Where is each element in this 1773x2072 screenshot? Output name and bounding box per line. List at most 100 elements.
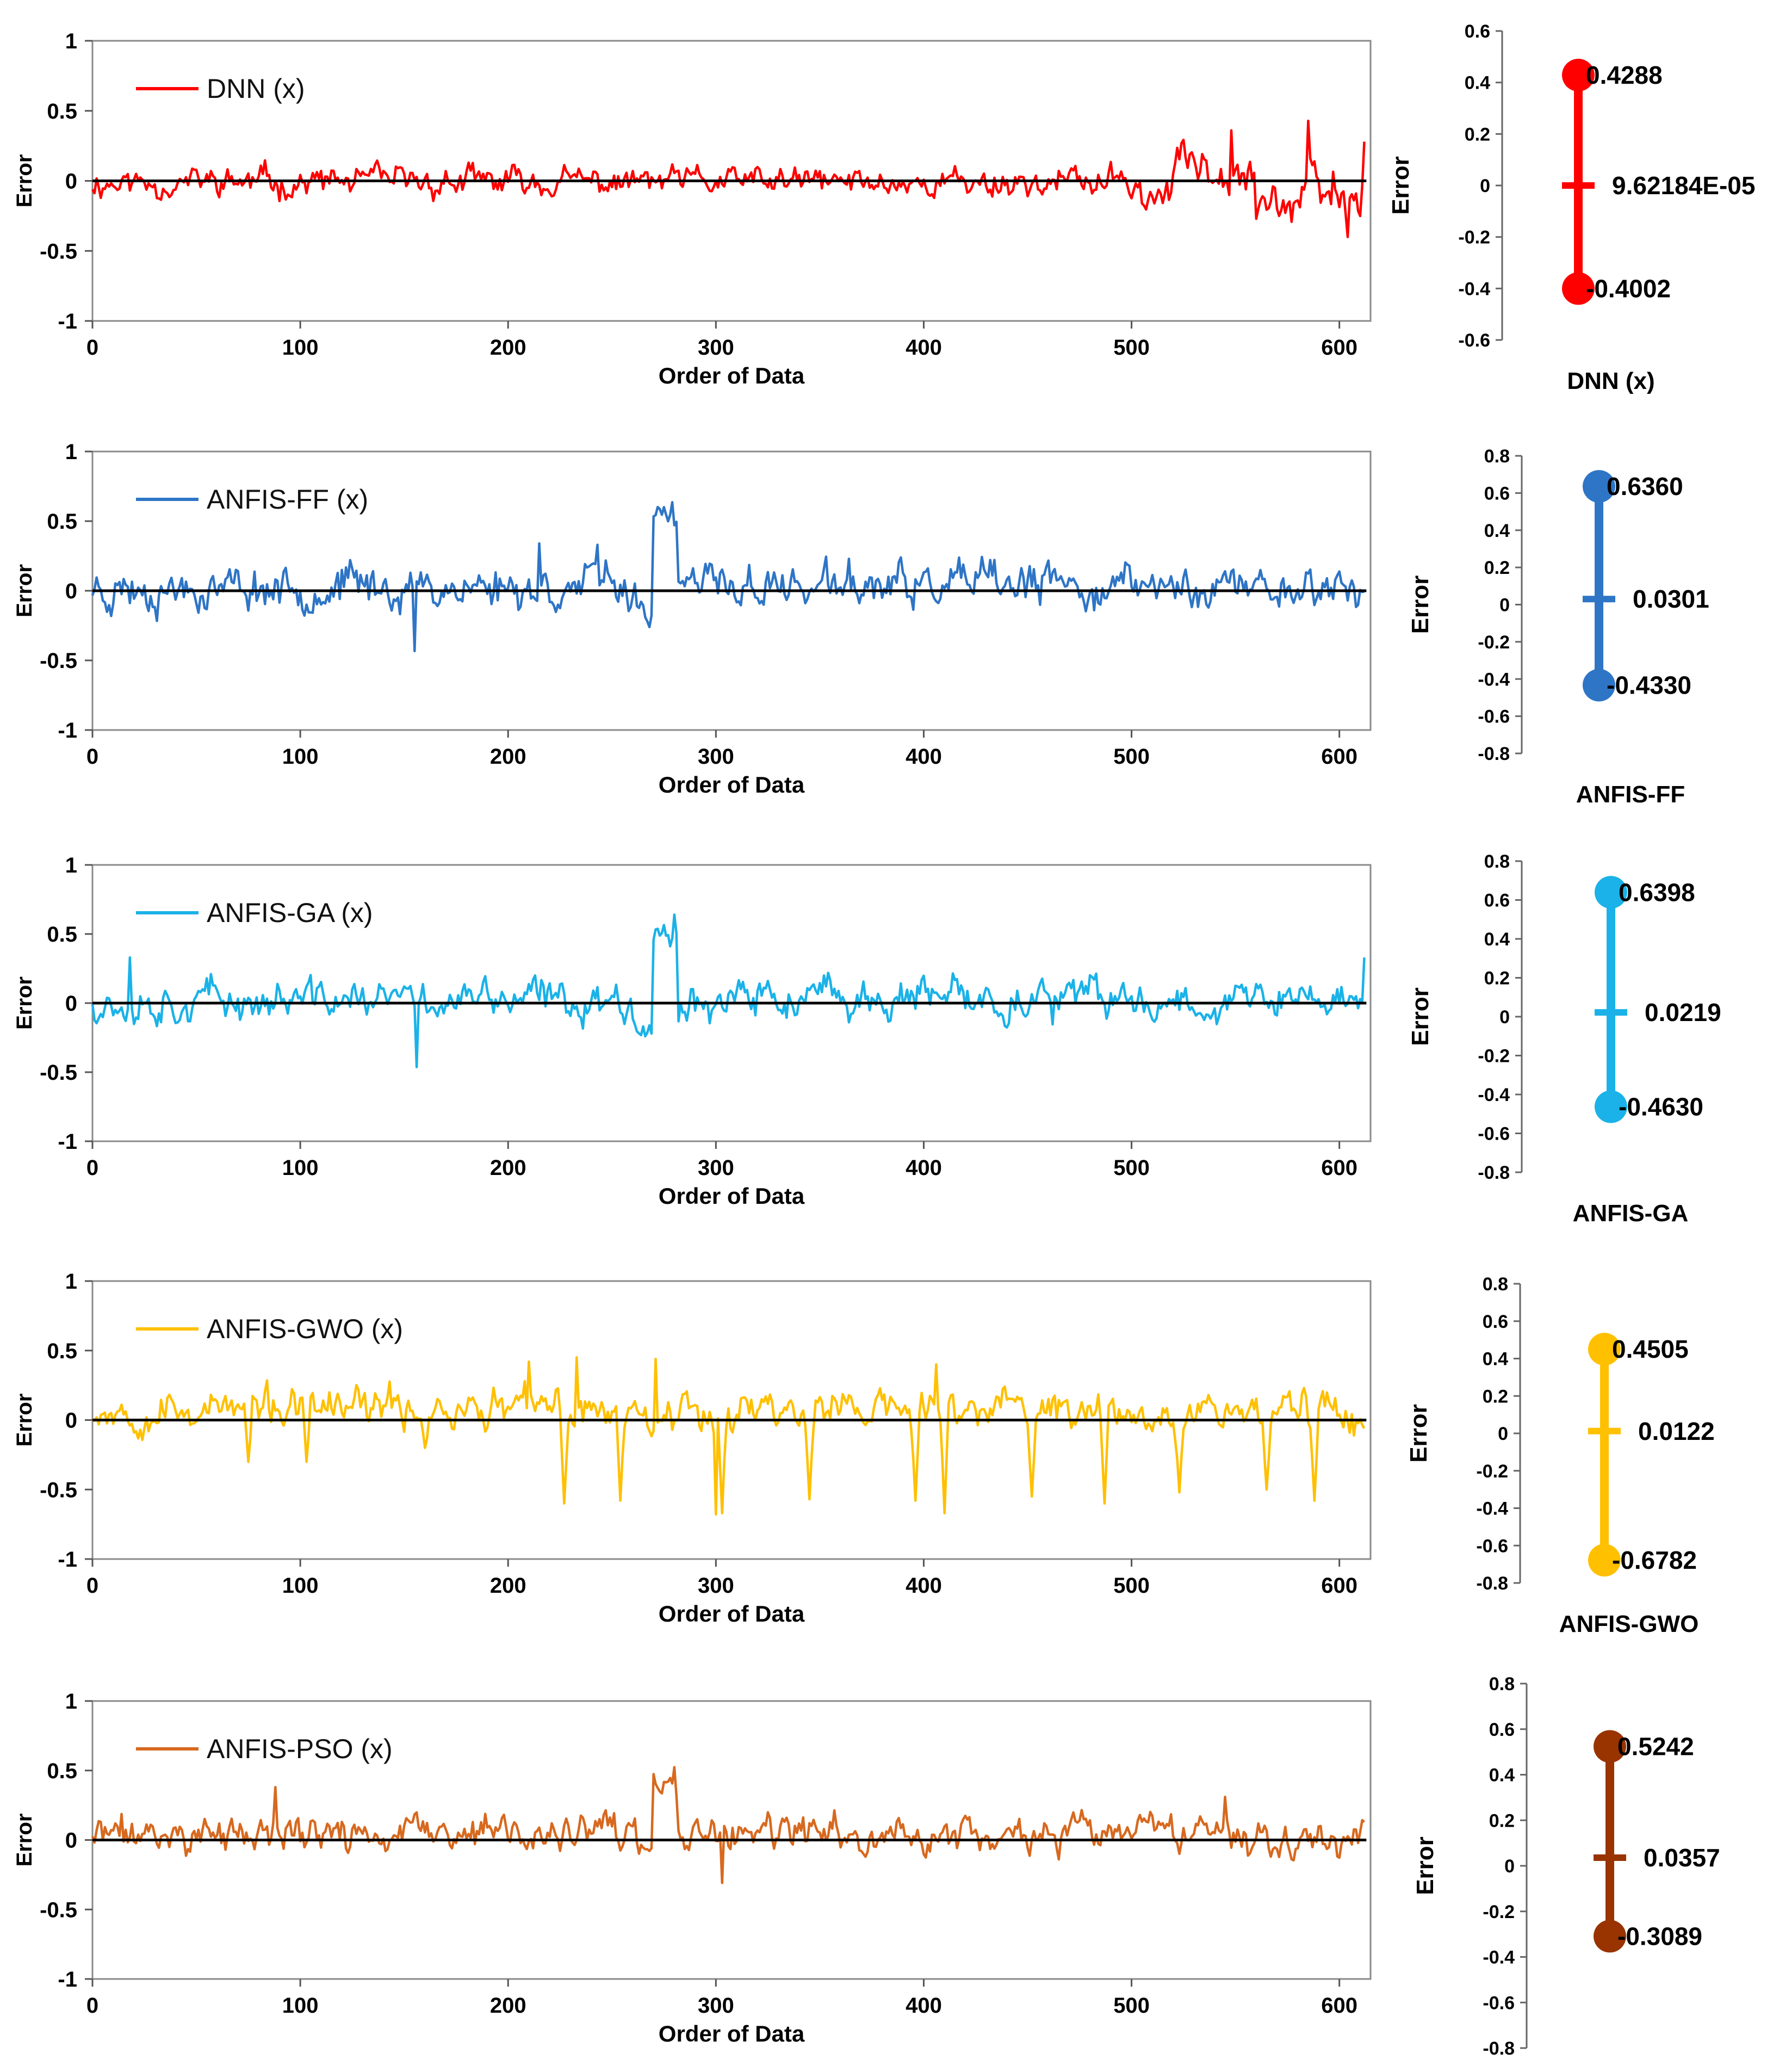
y-axis-title: Error bbox=[13, 1394, 36, 1447]
x-tick-label: 100 bbox=[282, 1574, 319, 1598]
summary-y-tick-label: -0.4 bbox=[1478, 1085, 1510, 1105]
series-line-anfis-gwo bbox=[91, 1356, 1366, 1516]
x-tick-label: 300 bbox=[698, 745, 734, 769]
max-label: 0.4505 bbox=[1612, 1335, 1689, 1363]
mean-label: 9.62184E-05 bbox=[1612, 171, 1755, 200]
summary-y-axis-title: Error bbox=[1407, 987, 1434, 1046]
summary-y-tick-label: 0.8 bbox=[1483, 1274, 1508, 1295]
max-marker bbox=[1562, 59, 1595, 92]
min-label: -0.4002 bbox=[1586, 274, 1671, 302]
summary-y-axis-title: Error bbox=[1405, 1404, 1432, 1463]
legend-label: ANFIS-FF (x) bbox=[207, 484, 368, 515]
summary-x-label: DNN (x) bbox=[1567, 368, 1654, 394]
chart-panel-anfis-ga: 1 0.5 0 -0.5 -1 0 100 200 300 400 500 600 Order of D… bbox=[13, 853, 1372, 1209]
max-marker bbox=[1583, 470, 1615, 503]
y-tick-label: 0.5 bbox=[47, 100, 77, 123]
x-tick-label: 200 bbox=[490, 336, 526, 360]
x-tick-label: 400 bbox=[906, 336, 942, 360]
x-tick-label: 600 bbox=[1321, 745, 1357, 769]
summary-y-axis-title: Error bbox=[1407, 576, 1434, 634]
y-tick-label: -0.5 bbox=[40, 649, 77, 673]
y-tick-label: 0 bbox=[65, 170, 77, 194]
x-axis-title: Order of Data bbox=[659, 2021, 805, 2046]
x-tick-label: 600 bbox=[1321, 1574, 1357, 1598]
legend-label: ANFIS-PSO (x) bbox=[207, 1734, 393, 1764]
summary-y-tick-label: 0.6 bbox=[1484, 483, 1510, 504]
x-tick-label: 100 bbox=[282, 745, 319, 769]
series-line-anfis-ff bbox=[91, 500, 1365, 653]
summary-y-tick-label: -0.2 bbox=[1483, 1902, 1515, 1922]
y-tick-label: -1 bbox=[58, 1130, 77, 1154]
summary-y-tick-label: 0.8 bbox=[1489, 1674, 1515, 1694]
summary-y-tick-label: 0 bbox=[1480, 176, 1490, 196]
max-marker bbox=[1595, 876, 1627, 909]
x-tick-label: 200 bbox=[490, 1994, 526, 2018]
x-tick-label: 0 bbox=[86, 336, 98, 360]
y-axis-title: Error bbox=[13, 1814, 36, 1867]
x-tick-label: 600 bbox=[1321, 1994, 1357, 2018]
chart-panel-anfis-pso: 1 0.5 0 -0.5 -1 0 100 200 300 400 500 600 Order of D… bbox=[13, 1690, 1372, 2046]
y-axis-title: Error bbox=[13, 564, 36, 617]
x-tick-label: 400 bbox=[906, 745, 942, 769]
min-marker bbox=[1594, 1920, 1626, 1953]
mean-label: 0.0301 bbox=[1633, 585, 1709, 613]
summary-panel-anfis-pso: 0.8 0.6 0.4 0.2 0 -0.2 -0.4 -0.6 -0.8 Error 0.5242… bbox=[1412, 1674, 1720, 2059]
summary-y-tick-label: 0.6 bbox=[1484, 890, 1510, 911]
max-marker bbox=[1588, 1333, 1621, 1366]
summary-y-tick-label: 0.2 bbox=[1489, 1810, 1515, 1831]
summary-y-tick-label: 0.4 bbox=[1483, 1349, 1508, 1370]
summary-y-tick-label: -0.2 bbox=[1478, 632, 1510, 653]
max-label: 0.6360 bbox=[1607, 472, 1683, 500]
summary-y-tick-label: 0 bbox=[1499, 595, 1510, 616]
x-tick-label: 0 bbox=[86, 1574, 98, 1598]
min-marker bbox=[1562, 272, 1595, 305]
y-tick-label: 1 bbox=[65, 853, 77, 877]
summary-y-tick-label: -0.2 bbox=[1478, 1046, 1510, 1067]
legend-label: ANFIS-GA (x) bbox=[207, 898, 373, 928]
x-tick-label: 600 bbox=[1321, 1156, 1357, 1180]
summary-y-tick-label: 0.6 bbox=[1483, 1312, 1508, 1332]
x-tick-label: 300 bbox=[698, 1994, 734, 2018]
summary-y-tick-label: -0.4 bbox=[1476, 1499, 1508, 1519]
summary-panel-anfis-gwo: 0.8 0.6 0.4 0.2 0 -0.2 -0.4 -0.6 -0.8 Error 0.4505… bbox=[1405, 1274, 1715, 1637]
y-tick-label: 0.5 bbox=[47, 510, 77, 534]
x-tick-label: 200 bbox=[490, 1574, 526, 1598]
x-tick-label: 400 bbox=[906, 1994, 942, 2018]
summary-y-tick-label: 0.2 bbox=[1484, 558, 1510, 578]
max-label: 0.5242 bbox=[1617, 1732, 1694, 1760]
summary-y-tick-label: 0.2 bbox=[1465, 124, 1490, 145]
summary-y-tick-label: 0.4 bbox=[1465, 73, 1490, 94]
x-tick-label: 0 bbox=[86, 745, 98, 769]
chart-panel-anfis-gwo: 1 0.5 0 -0.5 -1 0 100 200 300 400 500 600 Order of D… bbox=[13, 1270, 1372, 1626]
series-line-anfis-ga bbox=[91, 913, 1366, 1068]
mean-label: 0.0122 bbox=[1638, 1417, 1715, 1445]
y-tick-label: 0 bbox=[65, 992, 77, 1016]
min-label: -0.4630 bbox=[1619, 1093, 1703, 1121]
y-tick-label: -1 bbox=[58, 1548, 77, 1572]
y-tick-label: 0.5 bbox=[47, 1339, 77, 1363]
summary-x-label: ANFIS-GA bbox=[1573, 1200, 1689, 1227]
mean-label: 0.0219 bbox=[1645, 998, 1721, 1026]
y-tick-label: -0.5 bbox=[40, 1898, 77, 1922]
summary-y-tick-label: -0.8 bbox=[1478, 1162, 1510, 1183]
min-marker bbox=[1583, 669, 1615, 702]
y-axis-title: Error bbox=[13, 976, 36, 1030]
x-tick-label: 0 bbox=[86, 1994, 98, 2018]
legend-label: DNN (x) bbox=[207, 73, 305, 104]
summary-y-tick-label: -0.6 bbox=[1458, 330, 1490, 351]
x-tick-label: 300 bbox=[698, 1574, 734, 1598]
summary-y-tick-label: -0.4 bbox=[1458, 279, 1490, 299]
x-axis-title: Order of Data bbox=[659, 1601, 805, 1626]
max-label: 0.6398 bbox=[1619, 878, 1695, 906]
summary-y-tick-label: 0 bbox=[1498, 1424, 1508, 1444]
summary-y-tick-label: 0.6 bbox=[1465, 21, 1490, 42]
y-tick-label: -1 bbox=[58, 1968, 77, 1991]
summary-panel-anfis-ga: 0.8 0.6 0.4 0.2 0 -0.2 -0.4 -0.6 -0.8 Error 0.6398… bbox=[1407, 851, 1721, 1227]
min-label: -0.4330 bbox=[1607, 671, 1691, 700]
summary-y-tick-label: 0.4 bbox=[1484, 929, 1510, 950]
min-marker bbox=[1595, 1090, 1627, 1123]
y-tick-label: 0.5 bbox=[47, 1759, 77, 1783]
summary-y-tick-label: -0.6 bbox=[1478, 707, 1510, 727]
max-marker bbox=[1594, 1730, 1626, 1763]
x-tick-label: 500 bbox=[1113, 1574, 1150, 1598]
